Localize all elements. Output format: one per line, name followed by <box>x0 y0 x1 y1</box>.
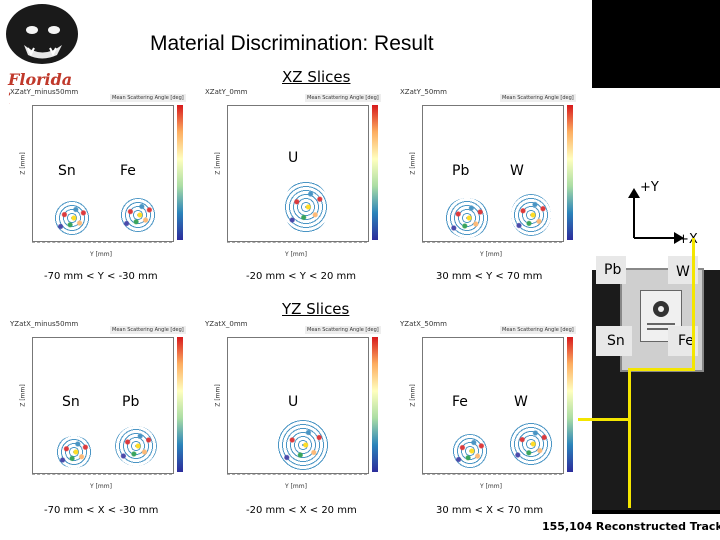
colorbar-label: Mean Scattering Angle [deg] <box>500 326 576 334</box>
yz-slices-heading: YZ Slices <box>282 300 350 318</box>
yz-plot-right: YZatX_50mm Mean Scattering Angle [deg] Z… <box>400 320 580 498</box>
colorbar-label: Mean Scattering Angle [deg] <box>110 94 186 102</box>
florida-tech-logo: Florida Tech <box>2 0 90 108</box>
x-axis-label: Y [mm] <box>285 251 307 258</box>
x-axis-ticks <box>227 242 367 244</box>
x-axis-ticks <box>422 242 562 244</box>
x-axis-label: Y [mm] <box>285 483 307 490</box>
plot-area <box>32 337 174 474</box>
xz-plot-left: XZatY_minus50mm Mean Scattering Angle [d… <box>10 88 190 266</box>
yz-range-center: -20 mm < X < 20 mm <box>246 505 357 516</box>
axis-arrows-icon <box>628 188 684 244</box>
z-axis-label: Z [mm] <box>214 384 222 407</box>
yz-plot-center: YZatX_0mm Mean Scattering Angle [deg] Z … <box>205 320 385 498</box>
slide-title: Material Discrimination: Result <box>150 32 434 55</box>
scatter-cluster <box>509 422 553 466</box>
material-label-pb: Pb <box>122 394 140 410</box>
plot-header: YZatX_0mm <box>205 320 248 328</box>
plot-header: XZatY_50mm <box>400 88 447 96</box>
x-axis-ticks <box>32 474 172 476</box>
caption-background <box>530 514 720 540</box>
material-label-u: U <box>288 150 299 166</box>
colorbar-label: Mean Scattering Angle [deg] <box>500 94 576 102</box>
material-label-sn: Sn <box>62 394 80 410</box>
axis-diagram-panel: +Y +X <box>592 88 720 278</box>
z-axis-label: Z [mm] <box>214 152 222 175</box>
colorbar <box>177 337 183 472</box>
x-axis-label: Y [mm] <box>480 483 502 490</box>
colorbar-label: Mean Scattering Angle [deg] <box>305 326 381 334</box>
plot-area <box>32 105 174 242</box>
colorbar-label: Mean Scattering Angle [deg] <box>110 326 186 334</box>
pb-block <box>596 256 626 284</box>
plot-header: XZatY_0mm <box>205 88 248 96</box>
radiation-icon <box>647 301 675 330</box>
plot-area <box>227 337 369 474</box>
photo-label-pb: Pb <box>604 262 622 278</box>
photo-label-fe: Fe <box>678 333 694 349</box>
photo-label-sn: Sn <box>607 333 625 349</box>
sn-block <box>596 326 632 356</box>
plot-header: XZatY_minus50mm <box>10 88 79 96</box>
xz-range-center: -20 mm < Y < 20 mm <box>246 271 356 282</box>
plot-area <box>422 105 564 242</box>
axis-y-label: +Y <box>640 180 659 195</box>
photo-label-w: W <box>676 264 690 280</box>
material-label-fe: Fe <box>452 394 468 410</box>
scatter-cluster <box>451 434 489 468</box>
guide-line <box>578 418 631 421</box>
plot-header: YZatX_50mm <box>400 320 447 328</box>
guide-line <box>628 368 695 371</box>
scatter-cluster <box>445 198 489 238</box>
guide-line <box>692 238 695 370</box>
z-axis-label: Z [mm] <box>409 384 417 407</box>
plot-area <box>227 105 369 242</box>
x-axis-label: Y [mm] <box>90 483 112 490</box>
colorbar <box>372 105 378 240</box>
scatter-cluster <box>511 194 551 236</box>
yz-range-left: -70 mm < X < -30 mm <box>44 505 159 516</box>
reconstructed-tracks-caption: 155,104 Reconstructed Tracks <box>542 520 720 533</box>
material-label-sn: Sn <box>58 163 76 179</box>
scatter-cluster <box>53 201 91 235</box>
yz-plot-left: YZatX_minus50mm Mean Scattering Angle [d… <box>10 320 190 498</box>
scatter-cluster <box>55 436 93 468</box>
colorbar <box>372 337 378 472</box>
x-axis-label: Y [mm] <box>480 251 502 258</box>
scatter-cluster <box>276 420 330 470</box>
xz-plot-right: XZatY_50mm Mean Scattering Angle [deg] Z… <box>400 88 580 266</box>
scatter-cluster <box>115 426 157 466</box>
material-label-w: W <box>510 163 524 179</box>
material-label-w: W <box>514 394 528 410</box>
x-axis-ticks <box>227 474 367 476</box>
material-label-pb: Pb <box>452 163 470 179</box>
x-axis-ticks <box>422 474 562 476</box>
yz-range-right: 30 mm < X < 70 mm <box>436 505 544 516</box>
xz-range-right: 30 mm < Y < 70 mm <box>436 271 543 282</box>
z-axis-label: Z [mm] <box>19 384 27 407</box>
material-label-fe: Fe <box>120 163 136 179</box>
plot-header: YZatX_minus50mm <box>10 320 79 328</box>
colorbar <box>567 337 573 472</box>
guide-line <box>628 368 631 508</box>
material-label-u: U <box>288 394 299 410</box>
scatter-cluster <box>119 198 157 232</box>
xz-plot-center: XZatY_0mm Mean Scattering Angle [deg] Z … <box>205 88 385 266</box>
colorbar <box>177 105 183 240</box>
z-axis-label: Z [mm] <box>409 152 417 175</box>
xz-range-left: -70 mm < Y < -30 mm <box>44 271 158 282</box>
x-axis-label: Y [mm] <box>90 251 112 258</box>
colorbar-label: Mean Scattering Angle [deg] <box>305 94 381 102</box>
x-axis-ticks <box>32 242 172 244</box>
z-axis-label: Z [mm] <box>19 152 27 175</box>
colorbar <box>567 105 573 240</box>
plot-area <box>422 337 564 474</box>
panther-logo-icon <box>6 4 78 64</box>
scatter-cluster <box>283 181 329 233</box>
xz-slices-heading: XZ Slices <box>282 68 351 86</box>
